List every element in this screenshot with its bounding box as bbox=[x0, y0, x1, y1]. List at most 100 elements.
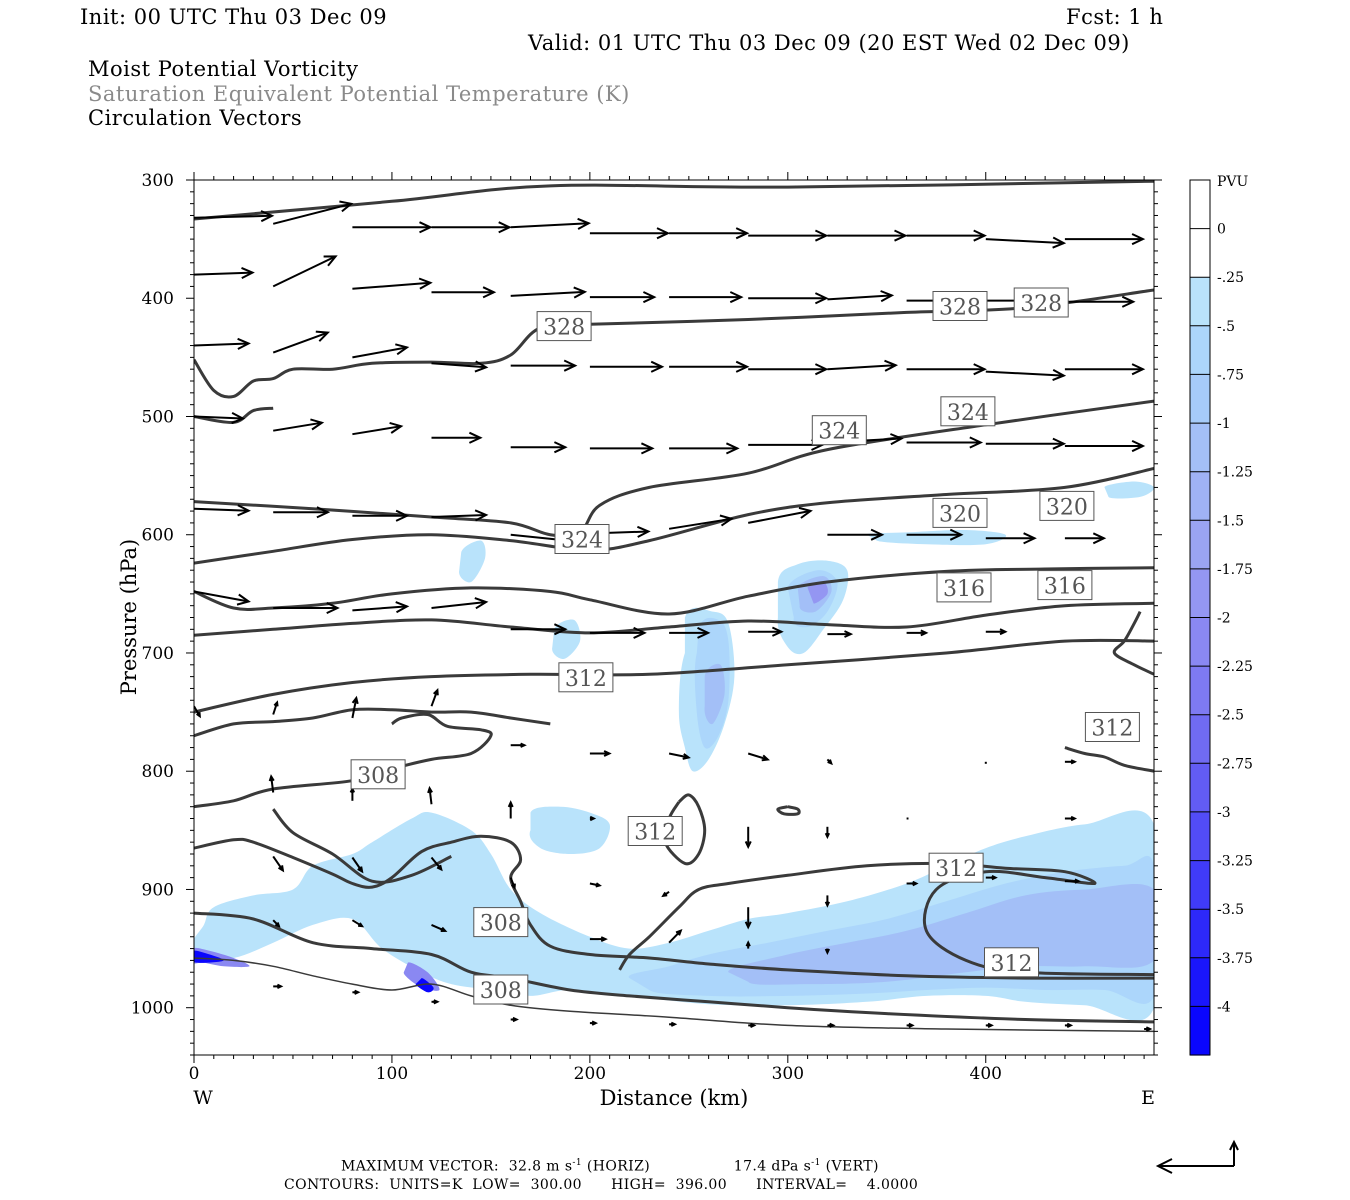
pv-region bbox=[529, 806, 611, 854]
vector-head bbox=[577, 217, 592, 230]
vector-head bbox=[474, 597, 489, 610]
x-tick-label: 0 bbox=[189, 1064, 200, 1084]
vector-shaft bbox=[985, 370, 1064, 377]
contour-label: 324 bbox=[811, 415, 867, 446]
vector-shaft bbox=[827, 364, 896, 371]
vector-head bbox=[894, 229, 908, 242]
thetae-contour-328 bbox=[194, 180, 1154, 221]
circulation-vector bbox=[824, 895, 831, 908]
circulation-vector bbox=[747, 752, 770, 762]
circulation-vector bbox=[824, 826, 831, 840]
vector-head bbox=[468, 431, 483, 444]
contour-label-box bbox=[936, 572, 992, 603]
colorbar-swatch bbox=[1190, 860, 1210, 910]
vector-head bbox=[637, 525, 651, 538]
contour-label-box bbox=[1013, 287, 1069, 318]
vector-head bbox=[1023, 532, 1037, 545]
contour-label: 316 bbox=[936, 572, 992, 603]
circulation-vector bbox=[431, 286, 497, 299]
circulation-vector bbox=[507, 800, 514, 819]
circulation-vector bbox=[431, 221, 512, 234]
colorbar-swatch bbox=[1190, 325, 1210, 376]
vector-shaft bbox=[270, 776, 275, 793]
circulation-vector bbox=[352, 221, 433, 234]
contour-label-box bbox=[473, 907, 529, 938]
circulation-vector bbox=[510, 742, 527, 748]
vector-shaft bbox=[272, 331, 329, 354]
circulation-vector bbox=[827, 528, 885, 541]
circulation-vector bbox=[1064, 363, 1146, 376]
vector-head bbox=[1052, 236, 1067, 249]
circulation-vector bbox=[352, 601, 410, 614]
circulation-vector bbox=[273, 983, 284, 990]
contour-label-text: 308 bbox=[480, 912, 522, 937]
vector-head bbox=[274, 922, 281, 928]
vector-head bbox=[1131, 363, 1146, 376]
circulation-vector bbox=[352, 277, 433, 290]
vector-head bbox=[1121, 295, 1136, 308]
contour-label-box bbox=[932, 291, 988, 321]
vector-head bbox=[1145, 1026, 1153, 1032]
vector-head bbox=[427, 785, 433, 794]
init-time: Init: 00 UTC Thu 03 Dec 09 bbox=[80, 5, 388, 29]
colorbar-label: -1.25 bbox=[1217, 465, 1253, 481]
vector-head bbox=[814, 363, 829, 376]
thetae-contour-312 bbox=[194, 601, 1154, 637]
pv-region bbox=[459, 540, 486, 583]
vector-head bbox=[1131, 439, 1146, 453]
circulation-vector bbox=[510, 441, 568, 454]
vector-head bbox=[1052, 437, 1067, 450]
vector-head bbox=[323, 255, 338, 267]
vector-head bbox=[814, 292, 829, 305]
contour-label: 312 bbox=[928, 852, 984, 883]
vector-shaft bbox=[430, 689, 439, 707]
circulation-vector bbox=[589, 882, 602, 888]
colorbar-swatch bbox=[1190, 1006, 1210, 1056]
contour-label-box bbox=[940, 396, 996, 427]
vector-head bbox=[682, 753, 691, 760]
circulation-vector bbox=[351, 856, 364, 874]
colorbar-label: -2.25 bbox=[1217, 659, 1253, 675]
circulation-vector bbox=[827, 359, 899, 372]
circulation-vector bbox=[827, 630, 854, 638]
circulation-vector bbox=[272, 700, 279, 715]
contour-label-text: 312 bbox=[935, 857, 977, 882]
vector-head bbox=[351, 695, 359, 705]
circulation-vector bbox=[510, 286, 588, 299]
colorbar-swatch bbox=[1190, 763, 1210, 813]
circulation-vector bbox=[906, 363, 987, 376]
circulation-vector bbox=[668, 929, 683, 944]
circulation-vector bbox=[589, 442, 655, 455]
vector-shaft bbox=[194, 271, 253, 276]
vector-head bbox=[844, 630, 854, 638]
circulation-vector bbox=[510, 623, 568, 636]
contour-label: 328 bbox=[932, 291, 988, 321]
circulation-vector bbox=[669, 442, 740, 455]
thetae-contour-312 bbox=[194, 638, 1154, 714]
vector-head bbox=[241, 266, 255, 279]
circulation-vector bbox=[1064, 233, 1146, 246]
circulation-vector bbox=[906, 528, 964, 541]
contour-label: 312 bbox=[1084, 712, 1140, 742]
vector-shaft bbox=[352, 346, 408, 359]
vector-head bbox=[969, 436, 984, 449]
vector-shaft bbox=[985, 238, 1064, 245]
circulation-vector bbox=[744, 826, 752, 850]
circulation-vector bbox=[273, 418, 325, 432]
circulation-vector bbox=[431, 509, 489, 522]
contour-label: 320 bbox=[1039, 490, 1095, 521]
vector-shaft bbox=[431, 601, 487, 609]
vector-shaft bbox=[431, 514, 487, 518]
vector-head bbox=[824, 901, 831, 908]
vector-head bbox=[395, 343, 410, 356]
circulation-vector bbox=[194, 504, 251, 517]
circulation-vector bbox=[669, 291, 744, 304]
thetae-contour-312 bbox=[776, 805, 801, 816]
vector-head bbox=[750, 1022, 757, 1029]
circulation-vector bbox=[669, 227, 750, 240]
contour-label-text: 316 bbox=[943, 577, 985, 602]
colorbar-label: -2 bbox=[1217, 611, 1231, 627]
circulation-vector bbox=[430, 687, 439, 707]
colorbar-swatch bbox=[1190, 277, 1210, 327]
vector-shaft bbox=[352, 281, 431, 290]
